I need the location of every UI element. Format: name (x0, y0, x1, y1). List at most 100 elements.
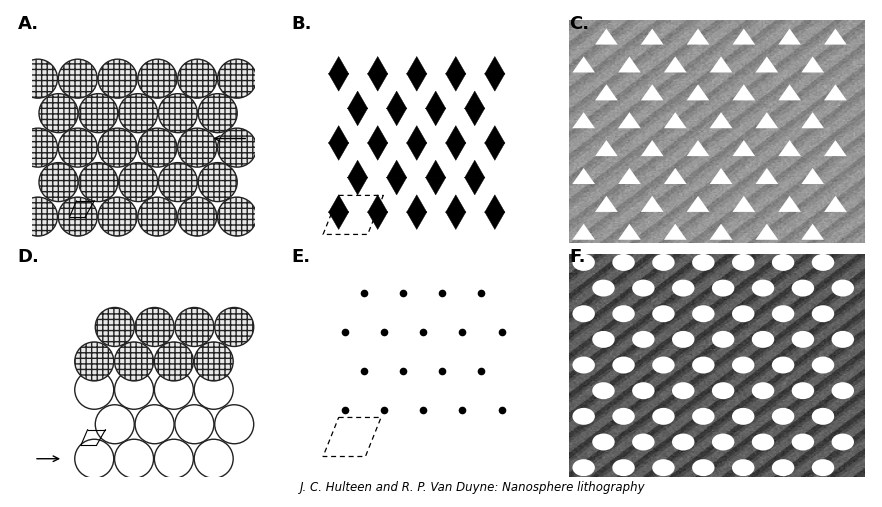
Polygon shape (710, 112, 732, 128)
Circle shape (751, 331, 774, 348)
Circle shape (135, 405, 174, 444)
Circle shape (592, 433, 615, 451)
Text: D.: D. (18, 248, 40, 267)
Circle shape (772, 356, 795, 374)
Polygon shape (328, 74, 349, 91)
Polygon shape (425, 160, 446, 178)
Circle shape (58, 128, 97, 167)
Polygon shape (465, 91, 485, 108)
Circle shape (218, 197, 257, 236)
Circle shape (175, 307, 214, 346)
Circle shape (78, 163, 118, 202)
Circle shape (19, 59, 57, 98)
Circle shape (832, 433, 854, 451)
Polygon shape (738, 91, 750, 99)
Circle shape (751, 382, 774, 399)
Circle shape (811, 459, 834, 476)
Circle shape (177, 59, 217, 98)
Circle shape (811, 356, 834, 374)
Circle shape (672, 331, 694, 348)
Polygon shape (328, 195, 349, 212)
Circle shape (177, 128, 217, 167)
Polygon shape (578, 63, 589, 71)
Polygon shape (784, 35, 796, 44)
Circle shape (118, 163, 158, 202)
Polygon shape (465, 177, 485, 195)
Polygon shape (465, 108, 485, 126)
Polygon shape (807, 175, 818, 183)
Circle shape (39, 163, 78, 202)
Circle shape (194, 439, 233, 478)
Polygon shape (328, 56, 349, 74)
Polygon shape (445, 74, 466, 91)
Polygon shape (732, 28, 755, 45)
Polygon shape (824, 84, 847, 100)
Circle shape (632, 433, 654, 451)
Circle shape (159, 94, 198, 133)
Circle shape (792, 279, 814, 297)
Circle shape (75, 439, 114, 478)
Circle shape (712, 433, 735, 451)
Circle shape (218, 128, 257, 167)
Circle shape (772, 305, 795, 322)
Polygon shape (425, 91, 446, 108)
Circle shape (672, 433, 694, 451)
Polygon shape (601, 147, 612, 155)
Polygon shape (664, 56, 686, 73)
Polygon shape (756, 168, 778, 184)
Polygon shape (669, 231, 681, 239)
Polygon shape (641, 196, 663, 212)
Text: J. C. Hulteen and R. P. Van Duyne: Nanosphere lithography: J. C. Hulteen and R. P. Van Duyne: Nanos… (300, 481, 646, 494)
Circle shape (672, 279, 694, 297)
Polygon shape (348, 91, 368, 108)
Polygon shape (445, 56, 466, 74)
Polygon shape (445, 195, 466, 212)
Circle shape (58, 197, 97, 236)
Polygon shape (807, 63, 818, 71)
Circle shape (652, 408, 675, 425)
Polygon shape (802, 112, 824, 128)
Circle shape (632, 279, 654, 297)
Circle shape (78, 94, 118, 133)
Polygon shape (687, 84, 709, 100)
Polygon shape (407, 195, 427, 212)
Polygon shape (664, 168, 686, 184)
Polygon shape (624, 175, 635, 183)
Polygon shape (669, 119, 681, 127)
Polygon shape (578, 231, 589, 239)
Polygon shape (664, 224, 686, 240)
Polygon shape (784, 203, 796, 211)
Polygon shape (386, 177, 407, 195)
Circle shape (19, 197, 57, 236)
Circle shape (692, 459, 714, 476)
Circle shape (712, 331, 735, 348)
Circle shape (652, 254, 675, 271)
Text: F.: F. (569, 248, 586, 267)
Circle shape (732, 408, 754, 425)
Circle shape (811, 305, 834, 322)
Circle shape (692, 408, 714, 425)
Polygon shape (407, 126, 427, 143)
Polygon shape (802, 56, 824, 73)
Polygon shape (624, 119, 635, 127)
Polygon shape (692, 35, 704, 44)
Circle shape (612, 254, 635, 271)
Circle shape (732, 459, 754, 476)
Polygon shape (647, 91, 658, 99)
Polygon shape (761, 63, 773, 71)
Circle shape (772, 459, 795, 476)
Circle shape (632, 331, 654, 348)
Polygon shape (732, 196, 755, 212)
Polygon shape (778, 28, 801, 45)
Polygon shape (830, 147, 841, 155)
Circle shape (652, 459, 675, 476)
Polygon shape (756, 224, 778, 240)
Circle shape (832, 279, 854, 297)
Circle shape (732, 305, 754, 322)
Polygon shape (328, 212, 349, 230)
Circle shape (692, 305, 714, 322)
Circle shape (652, 356, 675, 374)
Circle shape (75, 342, 114, 381)
Polygon shape (572, 56, 595, 73)
Polygon shape (641, 84, 663, 100)
